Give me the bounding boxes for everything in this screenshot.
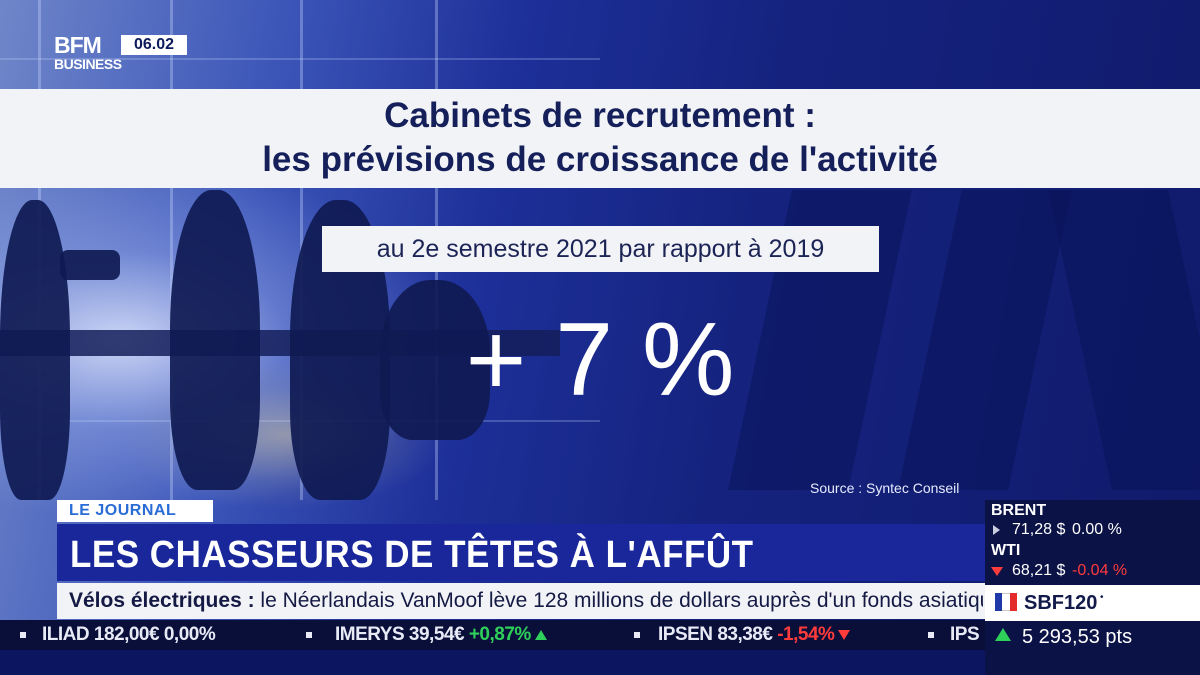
person-silhouette [170, 190, 260, 490]
index-status-dot: • [1100, 592, 1104, 603]
growth-value: + 7 % [465, 302, 735, 418]
bottom-strip [0, 650, 985, 675]
person-silhouette [60, 250, 120, 280]
index-name: SBF120 [1024, 592, 1098, 614]
ticker-price: 39,54€ [408, 624, 465, 645]
logo-business-text: BUSINESS [54, 56, 122, 72]
ticker-item: IPSEN 83,38€ -1,54% [658, 620, 851, 650]
ticker-name: IPSEN [658, 624, 713, 645]
trend-down-icon [991, 567, 1003, 576]
title-line-2: les prévisions de croissance de l'activi… [262, 140, 938, 179]
clock: 06.02 [121, 35, 187, 55]
news-band [57, 583, 985, 619]
headline-band [57, 524, 985, 581]
index-value-row [985, 622, 1200, 652]
channel-logo: BFM BUSINESS [54, 32, 122, 74]
stock-ticker: ILIAD 182,00€ 0,00% IMERYS 39,54€ +0,87%… [0, 620, 985, 650]
title-line-1: Cabinets de recrutement : [384, 96, 816, 135]
ticker-name: ILIAD [42, 624, 90, 645]
ticker-separator [306, 632, 312, 638]
ticker-price: 83,38€ [717, 624, 773, 645]
ticker-price: 182,00€ [93, 624, 160, 645]
news-text: le Néerlandais VanMoof lève 128 millions… [254, 589, 983, 612]
infographic-title: Cabinets de recrutement : les prévisions… [0, 94, 1200, 182]
index-band [985, 585, 1200, 621]
brent-change: 0.00 % [1072, 521, 1122, 538]
ticker-change: 0,00% [163, 624, 216, 645]
source-credit: Source : Syntec Conseil [810, 480, 960, 496]
logo-bfm-text: BFM [54, 32, 102, 58]
trend-up-icon [995, 628, 1011, 641]
ticker-item: ILIAD 182,00€ 0,00% [42, 620, 216, 650]
window-frame [170, 0, 173, 500]
ticker-separator [928, 632, 934, 638]
brent-price: 71,28 $ [1012, 521, 1066, 538]
news-topic: Vélos électriques : [69, 589, 255, 612]
play-icon [993, 525, 1000, 535]
ticker-name: IPS [950, 624, 980, 645]
trend-up-icon [534, 630, 547, 640]
ticker-name: IMERYS [335, 624, 405, 645]
ticker-item: IPS [950, 620, 980, 650]
ticker-separator [634, 632, 640, 638]
person-silhouette [0, 200, 70, 500]
title-band [0, 89, 1200, 188]
wti-price: 68,21 $ [1012, 562, 1066, 579]
index-value: 5 293,53 pts [1022, 626, 1133, 648]
brent-label: BRENT [991, 502, 1047, 519]
person-silhouette [380, 280, 490, 440]
program-tag: LE JOURNAL [57, 500, 213, 522]
infographic-subtitle: au 2e semestre 2021 par rapport à 2019 [322, 226, 879, 272]
trend-down-icon [838, 630, 851, 640]
ticker-change: -1,54% [777, 624, 835, 645]
headline: LES CHASSEURS DE TÊTES À L'AFFÛT [70, 533, 754, 576]
news-crawl: Vélos électriques : le Néerlandais VanMo… [69, 583, 983, 619]
france-flag-icon [995, 593, 1017, 611]
ticker-separator [20, 632, 26, 638]
background-shape [1048, 190, 1200, 490]
wti-label: WTI [991, 542, 1021, 559]
ticker-item: IMERYS 39,54€ +0,87% [335, 620, 547, 650]
ticker-change: +0,87% [468, 624, 531, 645]
window-frame [0, 58, 600, 60]
background-shape [898, 190, 1072, 490]
wti-change: -0.04 % [1072, 562, 1128, 579]
